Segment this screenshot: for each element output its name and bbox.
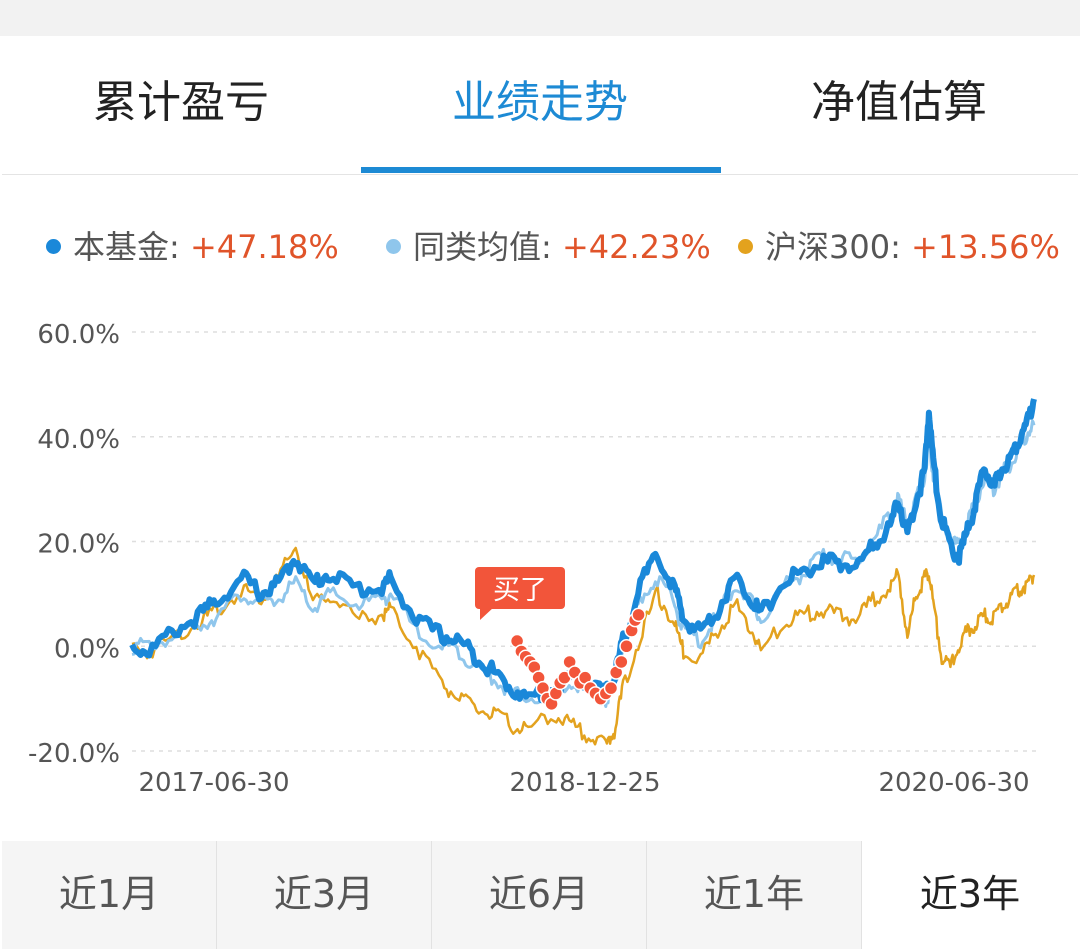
y-tick-label-1: 40.0% <box>37 425 120 455</box>
buy-label-text: 买了 <box>493 575 547 606</box>
series-line-peer-average <box>131 419 1036 708</box>
tab-cumulative-pnl[interactable]: 累计盈亏 <box>93 77 269 128</box>
range-3-years[interactable]: 近3年 <box>862 841 1078 949</box>
time-range-selector: 近1月 近3月 近6月 近1年 近3年 <box>2 841 1078 949</box>
x-axis-ticks: 2017-06-30 2018-12-25 2020-06-30 <box>138 768 1029 798</box>
tab-nav-estimate[interactable]: 净值估算 <box>811 77 987 128</box>
buy-dot-20 <box>603 680 619 696</box>
buy-dot-23 <box>619 639 634 654</box>
performance-card: 累计盈亏 业绩走势 净值估算 本基金: +47.18% 同类均值: +42.23… <box>2 36 1078 949</box>
x-tick-label-0: 2017-06-30 <box>138 768 289 798</box>
tab-performance-trend[interactable]: 业绩走势 <box>452 77 628 128</box>
legend-item-csi300: 沪深300: +13.56% <box>738 222 1060 268</box>
legend-value-csi300: +13.56% <box>911 228 1060 266</box>
performance-line-chart[interactable]: 60.0% 40.0% 20.0% 0.0% -20.0% 2017-06-30 2018… <box>2 36 1078 841</box>
active-tab-indicator <box>361 167 721 173</box>
legend-value-fund: +47.18% <box>189 228 339 266</box>
top-strip <box>0 0 1080 36</box>
legend-dot-fund <box>46 238 61 254</box>
chart-legend: 本基金: +47.18% 同类均值: +42.23% 沪深300: +13.56… <box>2 222 1078 266</box>
legend-dot-peer-average <box>386 238 401 254</box>
x-tick-label-1: 2018-12-25 <box>509 768 660 798</box>
buy-label-pointer <box>480 607 494 620</box>
y-tick-label-4: -20.0% <box>28 739 120 769</box>
series-line-fund <box>129 398 1037 704</box>
range-1-year[interactable]: 近1年 <box>647 841 862 949</box>
tab-bar: 累计盈亏 业绩走势 净值估算 <box>2 36 1078 175</box>
legend-value-peer-average: +42.23% <box>561 228 711 266</box>
series-layer <box>129 398 1037 746</box>
legend-dot-csi300 <box>738 238 753 254</box>
grid-layer <box>132 331 1036 752</box>
legend-item-peer-average: 同类均值: +42.23% <box>386 222 711 268</box>
range-3-months[interactable]: 近3月 <box>217 841 432 949</box>
range-1-month[interactable]: 近1月 <box>2 841 217 949</box>
buy-label-bubble <box>475 567 565 609</box>
legend-item-fund: 本基金: +47.18% <box>46 222 339 268</box>
series-line-csi300 <box>131 546 1036 746</box>
legend-label-peer-average: 同类均值: <box>413 228 552 266</box>
buy-marker-layer: 买了 <box>475 567 646 712</box>
buy-dot-22 <box>614 654 629 670</box>
y-tick-label-0: 60.0% <box>37 320 120 350</box>
legend-label-csi300: 沪深300: <box>765 228 901 266</box>
y-tick-label-3: 0.0% <box>54 634 120 664</box>
y-axis-ticks: 60.0% 40.0% 20.0% 0.0% -20.0% <box>28 320 120 769</box>
y-tick-label-2: 20.0% <box>37 530 120 560</box>
legend-label-fund: 本基金: <box>73 228 180 266</box>
range-6-months[interactable]: 近6月 <box>432 841 647 949</box>
x-tick-label-2: 2020-06-30 <box>878 768 1029 798</box>
buy-dot-26 <box>631 607 646 623</box>
